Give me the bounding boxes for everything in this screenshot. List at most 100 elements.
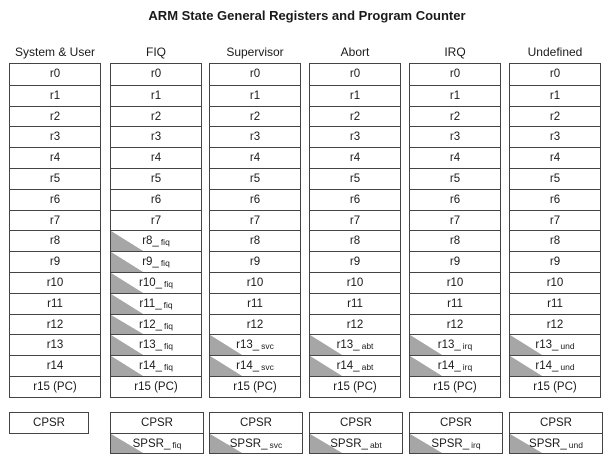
register-name: r15 (PC) — [233, 381, 276, 393]
register-name: r0 — [550, 68, 560, 80]
register-name: r11 — [347, 298, 363, 310]
status-register-group-system-user: CPSR — [9, 412, 89, 434]
register-base: r11 — [347, 297, 363, 310]
mode-suffix: fiq — [164, 341, 173, 352]
register-cell: r7 — [111, 209, 201, 231]
register-cell: r11 — [510, 292, 600, 314]
register-name: r0 — [350, 68, 360, 80]
register-cell: r5 — [410, 167, 500, 189]
register-cell-banked: r13_ und — [510, 334, 600, 355]
register-cell: r7 — [10, 209, 100, 231]
register-cell-banked: r14_ svc — [210, 355, 300, 376]
register-cell-banked: r14_ fiq — [111, 355, 201, 376]
register-name: r15 (PC) — [533, 381, 576, 393]
register-name: r7 — [151, 215, 161, 227]
register-base: r6 — [349, 193, 361, 206]
register-base: r3 — [549, 131, 561, 144]
register-name: r14_ fiq — [139, 360, 173, 372]
cpsr-cell: CPSR — [10, 413, 88, 433]
register-cell: r0 — [111, 64, 201, 85]
register-base: CPSR — [540, 417, 572, 429]
status-register-group-fiq: CPSR SPSR_ fiq — [110, 412, 204, 454]
register-name: r6 — [250, 194, 260, 206]
register-base: r4 — [549, 152, 561, 165]
register-cell-banked: r13_ svc — [210, 334, 300, 355]
register-base: r1 — [249, 89, 261, 102]
register-name: r1 — [350, 90, 360, 102]
register-name: r5 — [350, 173, 360, 185]
mode-suffix: und — [560, 362, 575, 373]
register-cell: r11 — [210, 292, 300, 314]
register-name: r2 — [50, 111, 60, 123]
register-cell: r1 — [210, 84, 300, 106]
register-name: r13 — [47, 339, 64, 351]
register-bank: r0 r1 r2 r3 r4 r5 r6 r7 r8 r9 r10 r11 r12 r13_ svc r14_… — [209, 63, 301, 398]
register-base: r7 — [349, 214, 361, 227]
register-cell: r6 — [111, 188, 201, 210]
register-cell: r5 — [111, 167, 201, 189]
register-cell: r12 — [10, 313, 100, 335]
spsr-cell-banked: SPSR_ und — [510, 433, 602, 453]
mode-column-supervisor: Supervisor r0 r1 r2 r3 r4 r5 r6 r7 r8 r9 r10 r11 r12 r… — [209, 44, 301, 398]
register-base: r12_ — [138, 318, 163, 331]
register-name: r3 — [151, 131, 161, 143]
register-name: r4 — [550, 152, 560, 164]
register-base: r12 — [446, 318, 464, 331]
register-cell: r12 — [310, 313, 400, 335]
register-name: r10 — [47, 277, 64, 289]
register-name: r3 — [250, 131, 260, 143]
register-name: r11 — [447, 298, 463, 310]
register-base: r15 (PC) — [233, 380, 277, 393]
register-name: r14 — [47, 360, 64, 372]
register-cell: r5 — [210, 167, 300, 189]
register-base: r7 — [449, 214, 461, 227]
register-name: SPSR_ und — [529, 438, 583, 450]
register-cell: r11 — [410, 292, 500, 314]
register-name: r14_ abt — [337, 360, 374, 372]
register-name: r5 — [151, 173, 161, 185]
register-base: r8 — [549, 235, 561, 248]
register-cell: r0 — [10, 64, 100, 85]
register-base: r7 — [549, 214, 561, 227]
register-base: r2 — [549, 110, 561, 123]
mode-column-irq: IRQ r0 r1 r2 r3 r4 r5 r6 r7 r8 r9 r10 r11 r12 r13_ irq r… — [409, 44, 501, 398]
register-name: r6 — [550, 194, 560, 206]
mode-suffix: abt — [361, 362, 374, 373]
register-bank: r0 r1 r2 r3 r4 r5 r6 r7 r8 r9 r10 r11 r12 r13 r14 r15 (… — [9, 63, 101, 398]
register-base: r6 — [249, 193, 261, 206]
register-name: r2 — [550, 111, 560, 123]
register-cell-banked: r13_ abt — [310, 334, 400, 355]
mode-header: FIQ — [146, 45, 166, 59]
register-name: r0 — [450, 68, 460, 80]
register-cell: r4 — [111, 147, 201, 168]
cpsr-cell: CPSR — [410, 413, 502, 433]
register-name: r12 — [447, 319, 464, 331]
register-base: r10 — [546, 276, 564, 289]
register-cell: r0 — [310, 64, 400, 85]
register-cell: r5 — [510, 167, 600, 189]
register-name: r10 — [247, 277, 264, 289]
register-cell: r10 — [10, 271, 100, 293]
register-base: r4 — [150, 152, 162, 165]
register-name: r4 — [450, 152, 460, 164]
register-cell: r10 — [410, 271, 500, 293]
register-cell: r2 — [510, 105, 600, 127]
register-cell-banked: r14_ irq — [410, 355, 500, 376]
register-base: r9 — [449, 256, 461, 269]
register-cell: r15 (PC) — [510, 375, 600, 397]
register-name: r6 — [151, 194, 161, 206]
register-name: r14_ irq — [438, 360, 472, 372]
register-base: r10 — [246, 276, 264, 289]
register-base: r2 — [449, 110, 461, 123]
register-name: r7 — [450, 215, 460, 227]
register-name: CPSR — [340, 417, 372, 429]
mode-header: Abort — [340, 45, 370, 59]
diagram-title: ARM State General Registers and Program … — [148, 8, 466, 23]
register-cell-banked: r10_ fiq — [111, 271, 201, 293]
register-name: r11 — [547, 298, 563, 310]
register-base: r1 — [449, 89, 461, 102]
mode-suffix: und — [560, 341, 575, 352]
register-name: r1 — [50, 90, 60, 102]
register-bank: r0 r1 r2 r3 r4 r5 r6 r7 r8 r9 r10 r11 r12 r13_ irq r14_… — [409, 63, 501, 398]
mode-suffix: svc — [269, 440, 283, 450]
